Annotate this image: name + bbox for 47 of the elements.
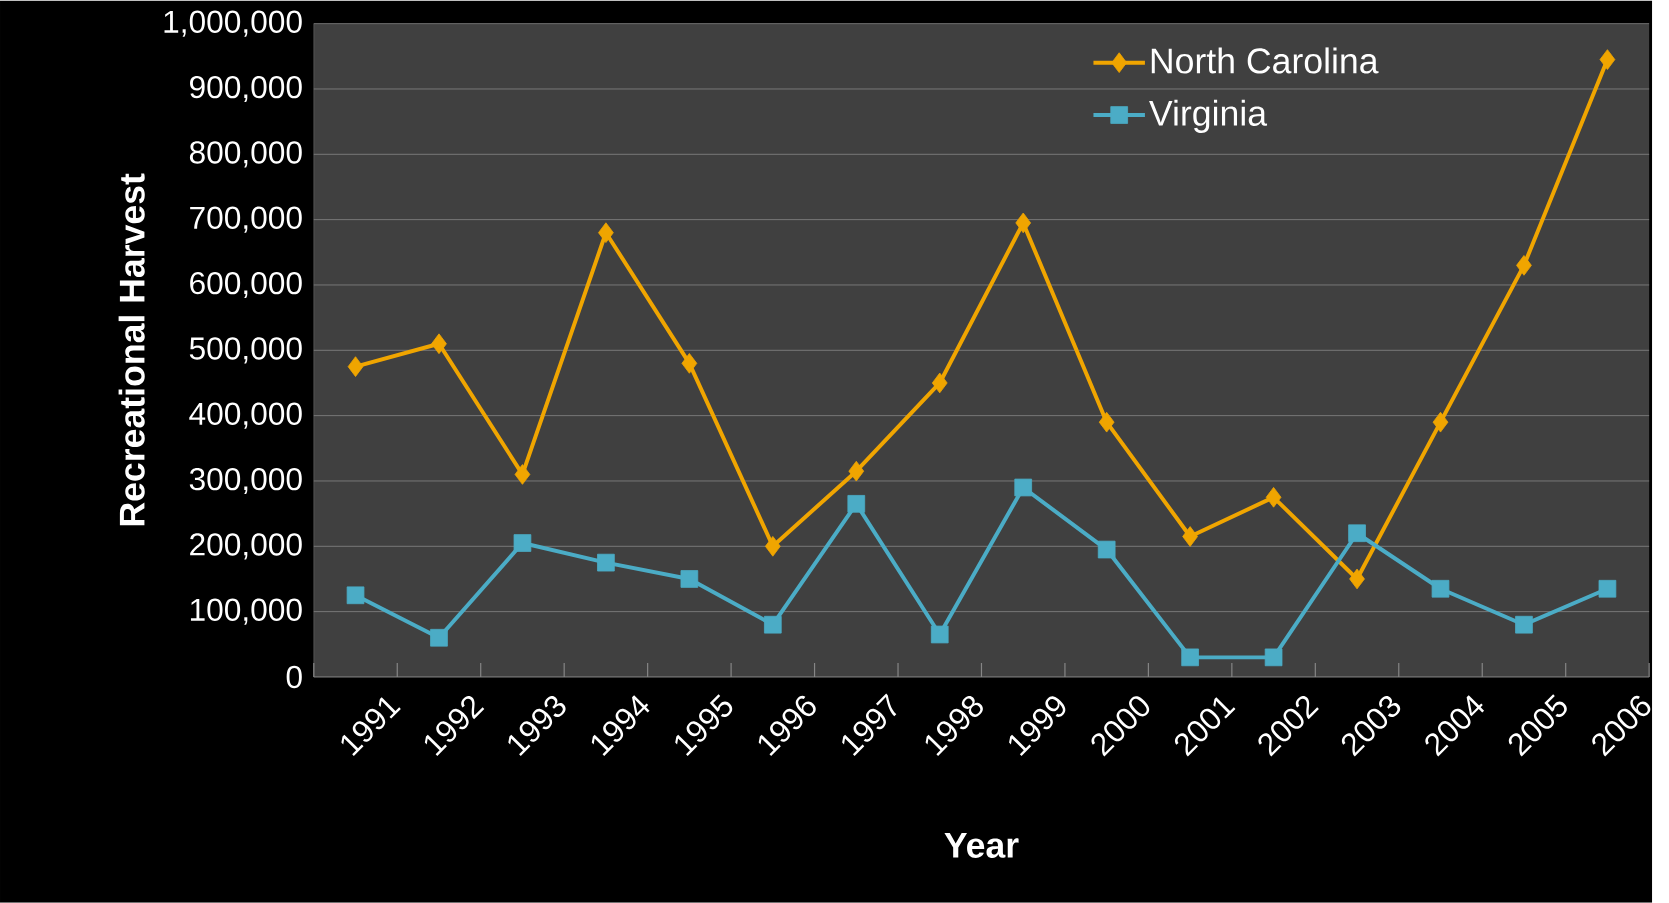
point bbox=[1265, 487, 1282, 508]
point bbox=[930, 625, 949, 644]
point bbox=[1348, 524, 1366, 543]
legend-label: Virginia bbox=[1149, 99, 1268, 134]
point bbox=[430, 629, 448, 647]
point bbox=[1181, 648, 1199, 667]
point bbox=[680, 570, 699, 588]
point bbox=[681, 353, 698, 374]
y-tick-label: 800,000 bbox=[189, 141, 302, 168]
point bbox=[1014, 478, 1033, 497]
point bbox=[1598, 580, 1617, 598]
point bbox=[431, 333, 447, 355]
point bbox=[1098, 412, 1115, 433]
y-tick-label: 1,000,000 bbox=[164, 10, 302, 37]
point bbox=[848, 461, 865, 482]
point bbox=[1431, 580, 1450, 598]
point bbox=[1432, 412, 1449, 433]
point bbox=[347, 356, 364, 378]
y-tick-label: 0 bbox=[286, 665, 302, 689]
point bbox=[1349, 568, 1365, 590]
point bbox=[1015, 212, 1032, 234]
y-axis-title: Recreational Harvest bbox=[118, 173, 145, 526]
legend-label: North Carolina bbox=[1151, 47, 1379, 74]
point bbox=[597, 553, 615, 572]
point bbox=[1097, 540, 1116, 559]
point bbox=[513, 534, 532, 553]
point bbox=[346, 586, 365, 605]
y-tick-label: 100,000 bbox=[190, 598, 302, 625]
point bbox=[1264, 648, 1283, 667]
point bbox=[1515, 616, 1533, 634]
point bbox=[765, 536, 781, 557]
y-tick-label: 700,000 bbox=[190, 206, 302, 233]
y-tick-label: 500,000 bbox=[189, 337, 302, 364]
y-tick-label: 300,000 bbox=[189, 468, 302, 495]
point bbox=[1599, 49, 1616, 71]
point bbox=[514, 464, 531, 485]
point bbox=[847, 495, 866, 513]
y-tick-label: 900,000 bbox=[190, 76, 302, 103]
point bbox=[1182, 526, 1198, 547]
point bbox=[764, 616, 782, 634]
point bbox=[598, 222, 614, 244]
x-axis-title: Year bbox=[944, 833, 1019, 859]
point bbox=[931, 372, 948, 394]
y-tick-label: 200,000 bbox=[190, 533, 302, 560]
y-tick-label: 600,000 bbox=[190, 272, 302, 299]
y-tick-label: 400,000 bbox=[189, 402, 302, 429]
point bbox=[1516, 255, 1532, 276]
